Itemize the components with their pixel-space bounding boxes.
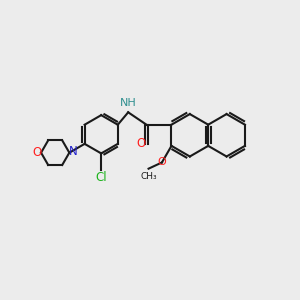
Text: CH₃: CH₃ <box>140 172 157 181</box>
Text: O: O <box>137 137 146 150</box>
Text: O: O <box>158 158 166 167</box>
Text: NH: NH <box>120 98 136 108</box>
Text: O: O <box>33 146 42 159</box>
Text: N: N <box>69 145 77 158</box>
Text: Cl: Cl <box>95 171 107 184</box>
